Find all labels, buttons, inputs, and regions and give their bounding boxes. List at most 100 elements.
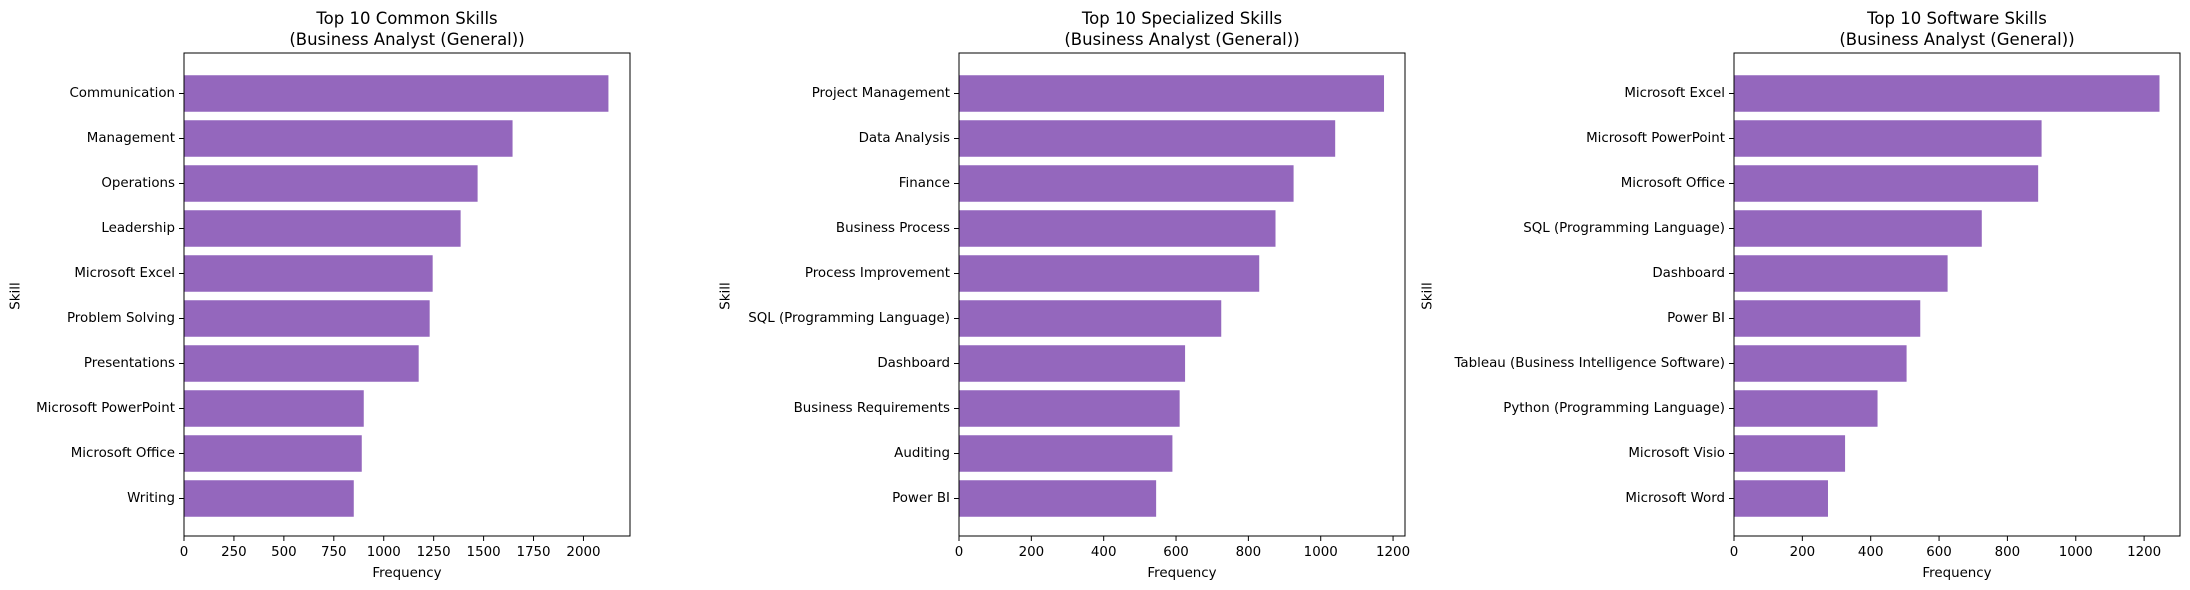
bar-2 — [959, 120, 1336, 157]
y-tick-label: SQL (Programming Language) — [748, 311, 950, 326]
bar-8 — [184, 390, 364, 427]
y-tick-label: Data Analysis — [859, 131, 950, 146]
chart-subtitle: (Business Analyst (General)) — [1064, 30, 1299, 49]
chart-title: Top 10 Software Skills — [1866, 9, 2047, 28]
x-tick-label: 1000 — [1304, 545, 1338, 560]
y-tick-label: Power BI — [1667, 311, 1725, 326]
x-tick-label: 500 — [271, 545, 297, 560]
y-tick-label: Microsoft Word — [1625, 491, 1725, 506]
bar-10 — [184, 480, 354, 517]
y-tick-label: Dashboard — [877, 356, 950, 371]
chart-subtitle: (Business Analyst (General)) — [1839, 30, 2074, 49]
y-tick-label: Power BI — [892, 491, 950, 506]
y-axis-label: Skill — [719, 282, 734, 309]
y-tick-label: Microsoft Visio — [1628, 446, 1725, 461]
x-tick-label: 750 — [321, 545, 347, 560]
y-tick-label: Microsoft PowerPoint — [36, 401, 175, 416]
x-tick-label: 0 — [180, 545, 189, 560]
chart-title: Top 10 Common Skills — [315, 9, 497, 28]
bar-10 — [1734, 480, 1828, 517]
y-tick-label: Operations — [101, 176, 175, 191]
y-tick-label: Process Improvement — [805, 266, 950, 281]
y-tick-label: Tableau (Business Intelligence Software) — [1453, 356, 1725, 371]
y-tick-label: Microsoft Excel — [1624, 86, 1725, 101]
axes-frame — [183, 52, 631, 537]
bar-1 — [1734, 75, 2160, 112]
y-tick-label: Management — [87, 131, 175, 146]
y-tick-label: Leadership — [101, 221, 175, 236]
bar-6 — [959, 300, 1222, 337]
x-tick-label: 1250 — [417, 545, 451, 560]
bar-1 — [959, 75, 1385, 112]
y-tick-label: Business Process — [836, 221, 950, 236]
chart-panel-2: Top 10 Specialized Skills (Business Analy… — [719, 9, 1411, 581]
y-tick-label: Writing — [127, 491, 175, 506]
chart-subtitle: (Business Analyst (General)) — [289, 30, 524, 49]
y-tick-label: Auditing — [894, 446, 950, 461]
bar-9 — [184, 435, 362, 472]
bar-1 — [184, 75, 609, 112]
bar-4 — [184, 210, 461, 247]
y-axis-label: Skill — [1421, 282, 1436, 309]
x-tick-label: 600 — [1163, 545, 1189, 560]
bar-3 — [959, 165, 1294, 202]
y-tick-label: Business Requirements — [794, 401, 950, 416]
y-tick-label: Presentations — [84, 356, 175, 371]
y-tick-label: SQL (Programming Language) — [1523, 221, 1725, 236]
x-tick-label: 800 — [1995, 545, 2021, 560]
y-tick-label: Communication — [69, 86, 175, 101]
bar-7 — [959, 345, 1186, 382]
bar-7 — [1734, 345, 1907, 382]
bar-6 — [1734, 300, 1921, 337]
y-tick-label: Microsoft Excel — [74, 266, 175, 281]
x-tick-label: 1500 — [467, 545, 501, 560]
bar-5 — [1734, 255, 1948, 292]
x-tick-label: 1750 — [516, 545, 550, 560]
x-tick-label: 0 — [1730, 545, 1739, 560]
chart-panel-3: Top 10 Software Skills (Business Analyst … — [1421, 9, 2181, 581]
x-axis-label: Frequency — [1922, 566, 1991, 581]
x-tick-label: 200 — [1019, 545, 1045, 560]
x-tick-label: 200 — [1790, 545, 1816, 560]
y-tick-label: Finance — [899, 176, 950, 191]
bar-9 — [1734, 435, 1846, 472]
bar-7 — [184, 345, 419, 382]
bar-3 — [1734, 165, 2039, 202]
x-tick-label: 2000 — [566, 545, 600, 560]
bar-9 — [959, 435, 1173, 472]
x-tick-label: 250 — [221, 545, 247, 560]
axes-frame — [1733, 52, 2181, 537]
x-tick-label: 1000 — [2059, 545, 2093, 560]
x-tick-label: 400 — [1858, 545, 1884, 560]
y-tick-label: Microsoft Office — [1621, 176, 1725, 191]
x-tick-label: 1000 — [367, 545, 401, 560]
y-tick-label: Problem Solving — [67, 311, 175, 326]
x-tick-label: 600 — [1926, 545, 1952, 560]
bar-4 — [1734, 210, 1982, 247]
bar-5 — [959, 255, 1260, 292]
x-tick-label: 800 — [1236, 545, 1262, 560]
bar-2 — [1734, 120, 2042, 157]
x-tick-label: 0 — [955, 545, 964, 560]
y-tick-label: Project Management — [812, 86, 950, 101]
x-tick-label: 1200 — [2127, 545, 2161, 560]
axes-frame — [958, 52, 1406, 537]
x-axis-label: Frequency — [372, 566, 441, 581]
x-tick-label: 1200 — [1376, 545, 1410, 560]
bar-8 — [1734, 390, 1878, 427]
y-tick-label: Microsoft PowerPoint — [1586, 131, 1725, 146]
y-axis-label: Skill — [9, 282, 24, 309]
bar-8 — [959, 390, 1180, 427]
y-tick-label: Microsoft Office — [71, 446, 175, 461]
x-axis-label: Frequency — [1147, 566, 1216, 581]
y-tick-label: Python (Programming Language) — [1503, 401, 1725, 416]
chart-panel-1: Top 10 Common Skills (Business Analyst (G… — [9, 9, 631, 581]
y-tick-label: Dashboard — [1652, 266, 1725, 281]
bar-6 — [184, 300, 430, 337]
bar-2 — [184, 120, 513, 157]
bar-3 — [184, 165, 478, 202]
bar-10 — [959, 480, 1157, 517]
bar-5 — [184, 255, 433, 292]
chart-title: Top 10 Specialized Skills — [1081, 9, 1282, 28]
